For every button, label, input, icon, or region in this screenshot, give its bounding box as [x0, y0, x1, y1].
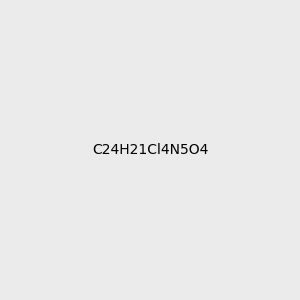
Text: C24H21Cl4N5O4: C24H21Cl4N5O4: [92, 143, 208, 157]
